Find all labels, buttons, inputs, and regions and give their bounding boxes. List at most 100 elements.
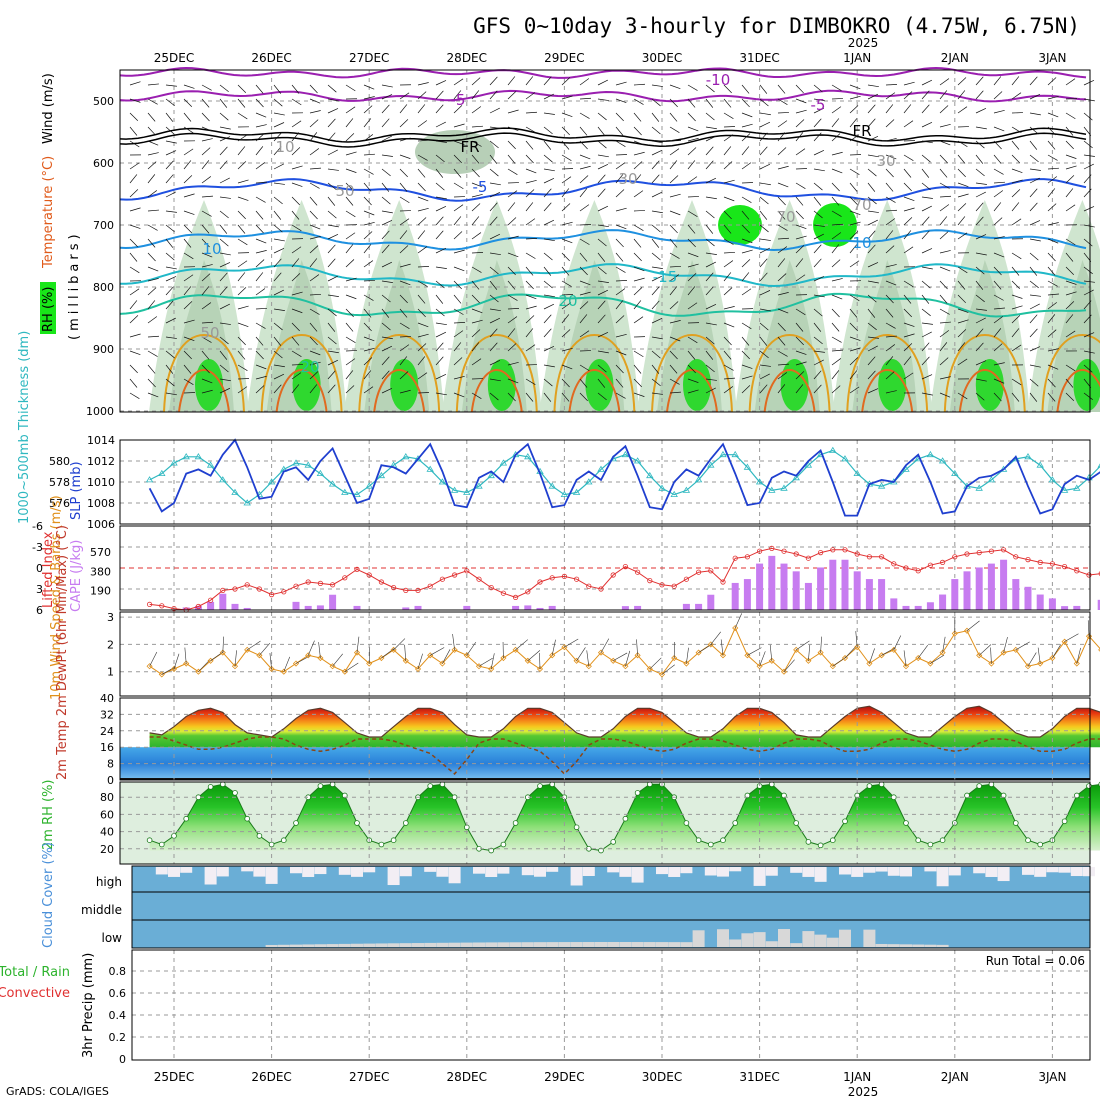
lifted-point [695, 569, 702, 575]
wind-barb [345, 308, 354, 318]
wind-barb [1011, 189, 1021, 198]
wind-barb [363, 231, 373, 240]
wind-barb [975, 182, 987, 185]
wind-barb [309, 322, 318, 332]
wind-barb [597, 350, 609, 354]
rh-point [232, 790, 238, 796]
rh-point [878, 781, 885, 788]
wind-barb [734, 613, 743, 629]
wind-barb [939, 321, 951, 324]
lifted-point [854, 551, 860, 557]
wind-barb [651, 84, 663, 87]
wind-barb [579, 126, 588, 136]
wind-barb [597, 112, 607, 121]
wind-barb [291, 182, 303, 187]
cloud-low-bar [570, 942, 583, 947]
cloud-row-low: low [102, 931, 123, 945]
tick-label: 1008 [87, 497, 115, 510]
wind-barb [201, 84, 212, 91]
cape-bar [707, 594, 715, 610]
wind-barb [219, 98, 228, 108]
wind-barb [687, 137, 699, 142]
wind-barb [975, 328, 984, 338]
wind-barb [219, 252, 231, 256]
contour-label: -5 [473, 178, 488, 196]
wind-barb [183, 392, 196, 394]
wind-point [951, 630, 958, 637]
thickness-point [426, 465, 434, 472]
wind-barb [597, 266, 607, 275]
wind-barb [921, 121, 933, 128]
wind-barb [165, 392, 177, 396]
wind-barb [930, 654, 945, 664]
thickness-point [243, 499, 251, 506]
wind-point [1000, 649, 1007, 656]
wind-barb [759, 290, 771, 296]
wind-barb [381, 356, 390, 366]
lifted-point [390, 584, 397, 591]
wind-barb [867, 154, 879, 158]
temp-contour [119, 66, 1087, 79]
wind-barb [651, 318, 663, 324]
wind-barb [993, 343, 1003, 352]
wind-barb [849, 244, 858, 254]
wind-barb [687, 196, 700, 198]
wind-barb [769, 644, 773, 661]
wind-barb [777, 292, 789, 296]
wind-barb [687, 350, 696, 360]
wind-barb [903, 322, 915, 327]
wind-barb [527, 650, 541, 662]
wind-barb [939, 154, 948, 164]
wind-barb [147, 266, 159, 272]
wind-barb [255, 350, 264, 360]
wind-barb [345, 210, 356, 218]
wind-barb [579, 97, 591, 100]
contour-label: 20 [558, 292, 577, 310]
wind-barb [993, 181, 1005, 184]
thickness-point [316, 469, 325, 476]
wind-point [170, 665, 178, 673]
rh-shade-high [195, 359, 223, 411]
wind-barb [561, 126, 570, 136]
rh-point [207, 784, 214, 790]
wind-barb [777, 350, 788, 357]
wind-barb [903, 333, 915, 338]
wind-barb [723, 134, 734, 142]
wind-grid [120, 612, 1090, 696]
tick-label: 0.2 [109, 1031, 127, 1044]
wind-barb [867, 84, 879, 88]
wind-barb [741, 133, 751, 142]
wind-barb [129, 224, 141, 229]
wind-barb [831, 118, 840, 128]
wind-barb [525, 140, 534, 150]
thickness-point [267, 478, 276, 485]
wind-barb [525, 280, 534, 290]
wind-barb [1029, 392, 1038, 402]
bottom-date-29dec: 29DEC [544, 1070, 584, 1084]
thickness-point [694, 476, 703, 483]
wind-barb [759, 112, 771, 116]
temp-contour [119, 89, 1087, 103]
thickness-point [877, 482, 886, 489]
wind-barb [453, 123, 465, 128]
wind-barb [1029, 177, 1040, 184]
wind-barb [183, 319, 195, 324]
wind-barb [867, 93, 879, 100]
wind-barb [237, 378, 250, 380]
wind-barb [147, 209, 159, 212]
wind-barb [435, 216, 444, 226]
wind-barb [561, 95, 573, 100]
cloud-high-bar [1083, 867, 1095, 877]
wind-barb [885, 280, 897, 286]
wind-barb [430, 647, 445, 656]
wind-barb [615, 392, 626, 399]
thickness-point [341, 488, 349, 495]
wind-point [512, 646, 519, 653]
wind-barb [705, 238, 715, 247]
wind-barb [525, 294, 537, 300]
wind-barb [273, 272, 282, 282]
wind-barb [687, 286, 696, 296]
wind-barb [723, 386, 734, 394]
